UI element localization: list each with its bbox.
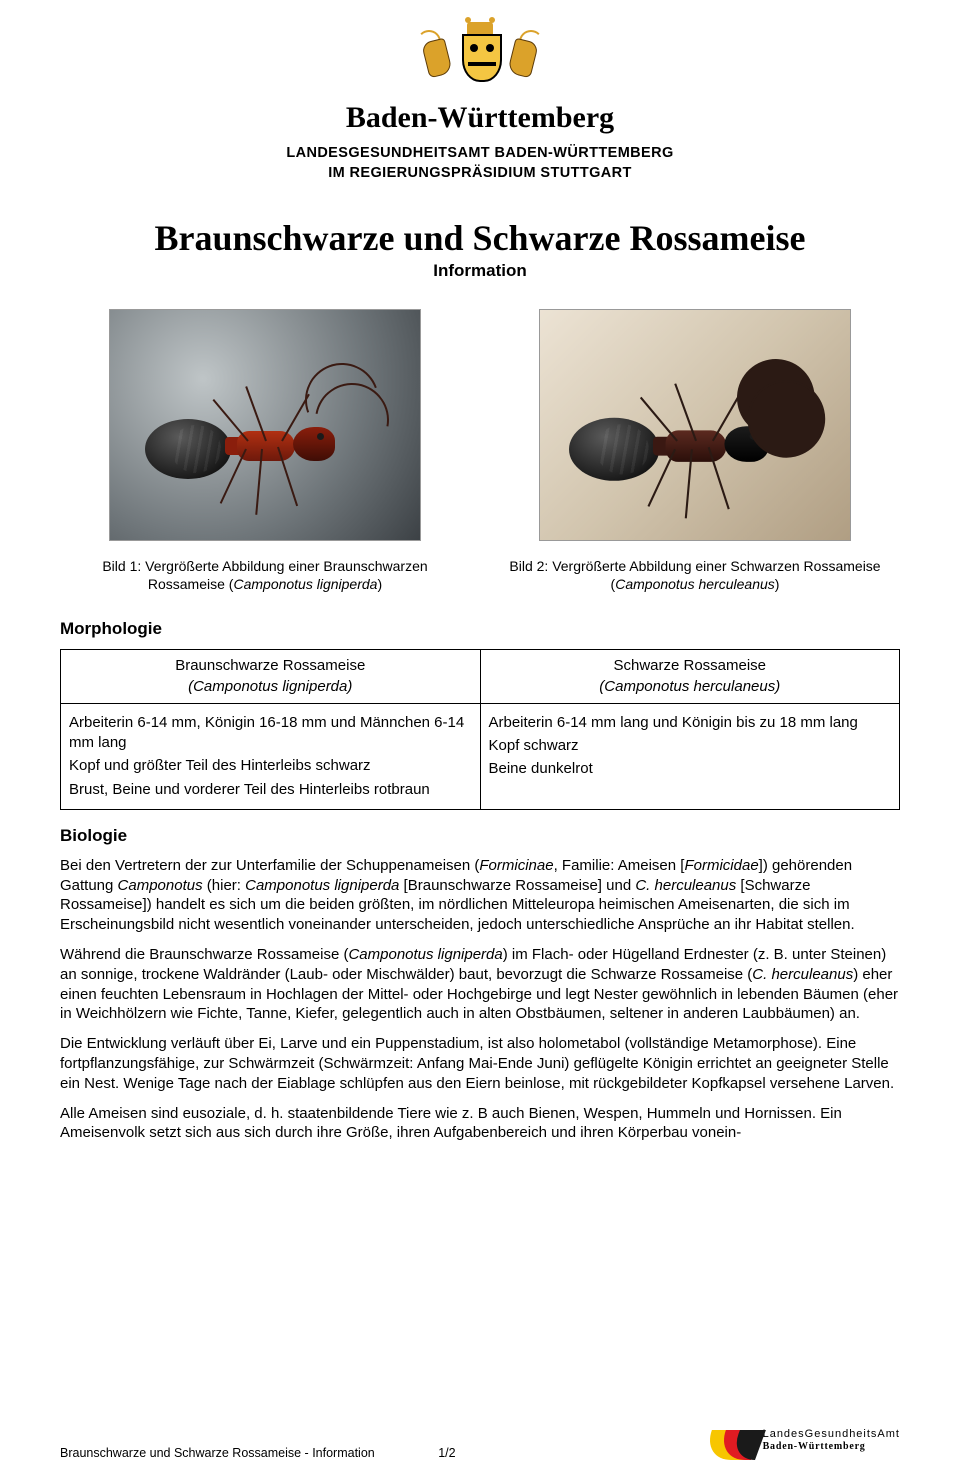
footer-logo: LandesGesundheitsAmt Baden-Württemberg <box>701 1420 900 1460</box>
morph-right-row: Kopf schwarz <box>489 736 892 756</box>
image-cell-1 <box>70 309 460 541</box>
paragraph-1: Bei den Vertretern der zur Unterfamilie … <box>60 856 900 935</box>
p1-f-ital: Camponotus <box>118 877 203 894</box>
morph-left-name: Braunschwarze Rossameise <box>69 656 472 676</box>
document-title: Braunschwarze und Schwarze Rossameise <box>60 217 900 259</box>
morph-body-left: Arbeiterin 6-14 mm, Königin 16-18 mm und… <box>61 703 481 809</box>
p2-d-ital: C. herculeanus <box>752 966 853 983</box>
page-footer: Braunschwarze und Schwarze Rossameise - … <box>60 1420 900 1460</box>
p1-i: [Braunschwarze Rossameise] und <box>399 877 635 894</box>
p1-j-ital: C. herculeanus <box>635 877 736 894</box>
footer-left: Braunschwarze und Schwarze Rossameise - … <box>60 1446 456 1460</box>
morph-body-right: Arbeiterin 6-14 mm lang und Königin bis … <box>480 703 900 809</box>
section-biologie-heading: Biologie <box>60 826 900 846</box>
p1-b-ital: Formicinae <box>479 857 553 874</box>
morph-left-row: Kopf und größter Teil des Hinterleibs sc… <box>69 756 472 776</box>
state-name: Baden-Württemberg <box>60 101 900 135</box>
photo-ant-1 <box>109 309 421 541</box>
p1-g: (hier: <box>203 877 246 894</box>
p2-b-ital: Camponotus ligniperda <box>348 946 502 963</box>
p1-a: Bei den Vertretern der zur Unterfamilie … <box>60 857 479 874</box>
morph-right-row: Arbeiterin 6-14 mm lang und Königin bis … <box>489 713 892 733</box>
section-morphologie-heading: Morphologie <box>60 619 900 639</box>
image-row <box>70 309 890 541</box>
agency-line-2: IM REGIERUNGSPRÄSIDIUM STUTTGART <box>60 165 900 181</box>
p1-c: , Familie: Ameisen [ <box>554 857 685 874</box>
paragraph-3: Die Entwicklung verläuft über Ei, Larve … <box>60 1034 900 1093</box>
agency-line-1: LANDESGESUNDHEITSAMT BADEN-WÜRTTEMBERG <box>60 145 900 161</box>
footer-page-number: 1/2 <box>438 1446 455 1460</box>
document-subtitle: Information <box>60 261 900 281</box>
paragraph-4: Alle Ameisen sind eusoziale, d. h. staat… <box>60 1104 900 1144</box>
body-text: Bei den Vertretern der zur Unterfamilie … <box>60 856 900 1143</box>
page: Baden-Württemberg LANDESGESUNDHEITSAMT B… <box>0 0 960 1478</box>
footer-doc-title: Braunschwarze und Schwarze Rossameise - … <box>60 1446 375 1460</box>
paragraph-2: Während die Braunschwarze Rossameise (Ca… <box>60 945 900 1024</box>
morphology-table: Braunschwarze Rossameise (Camponotus lig… <box>60 649 900 810</box>
caption-2-tail: ) <box>775 576 780 592</box>
caption-1-tail: ) <box>377 576 382 592</box>
morph-left-row: Brust, Beine und vorderer Teil des Hinte… <box>69 780 472 800</box>
caption-1-latin: Camponotus ligniperda <box>233 576 377 592</box>
p1-d-ital: Formicidae <box>684 857 758 874</box>
footer-logo-line2: Baden-Württemberg <box>763 1441 900 1452</box>
caption-row: Bild 1: Vergrößerte Abbildung einer Brau… <box>70 557 890 593</box>
caption-2-latin: Camponotus herculeanus <box>615 576 775 592</box>
morph-right-row: Beine dunkelrot <box>489 759 892 779</box>
caption-1: Bild 1: Vergrößerte Abbildung einer Brau… <box>70 557 460 593</box>
morph-right-latin: (Camponotus herculaneus) <box>489 677 892 697</box>
photo-ant-2 <box>539 309 851 541</box>
morph-right-name: Schwarze Rossameise <box>489 656 892 676</box>
p1-h-ital: Camponotus ligniperda <box>245 877 399 894</box>
p2-a: Während die Braunschwarze Rossameise ( <box>60 946 348 963</box>
morph-left-latin: (Camponotus ligniperda) <box>69 677 472 697</box>
morph-header-left: Braunschwarze Rossameise (Camponotus lig… <box>61 650 481 704</box>
morph-left-row: Arbeiterin 6-14 mm, Königin 16-18 mm und… <box>69 713 472 754</box>
footer-logo-text: LandesGesundheitsAmt Baden-Württemberg <box>763 1428 900 1451</box>
footer-logo-line1: LandesGesundheitsAmt <box>763 1428 900 1440</box>
image-cell-2 <box>500 309 890 541</box>
state-crest-icon <box>405 20 555 95</box>
caption-2: Bild 2: Vergrößerte Abbildung einer Schw… <box>500 557 890 593</box>
morph-header-right: Schwarze Rossameise (Camponotus herculan… <box>480 650 900 704</box>
lga-logo-icon <box>701 1420 755 1460</box>
letterhead: Baden-Württemberg LANDESGESUNDHEITSAMT B… <box>60 20 900 181</box>
